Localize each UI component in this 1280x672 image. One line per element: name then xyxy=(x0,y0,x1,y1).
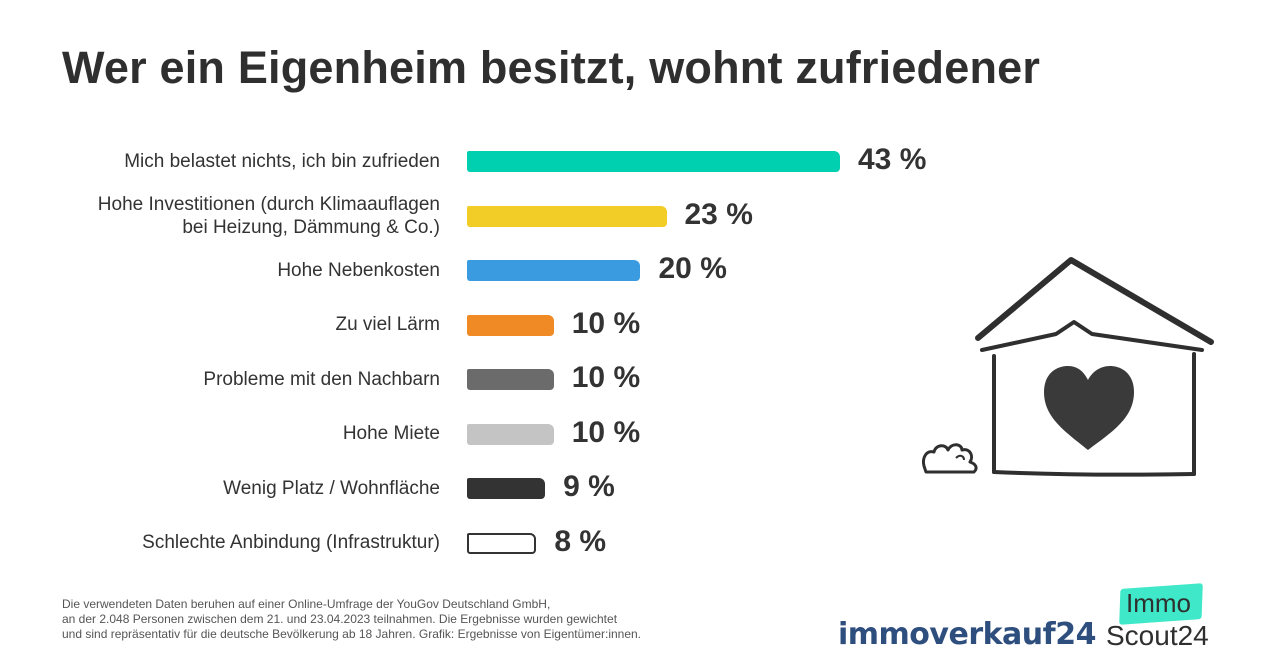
value-label: 43 % xyxy=(858,143,927,176)
page-title: Wer ein Eigenheim besitzt, wohnt zufried… xyxy=(62,42,1041,93)
immoscout24-logo: Immo Scout24 xyxy=(1102,583,1222,656)
footnote-line: an der 2.048 Personen zwischen dem 21. u… xyxy=(62,612,618,626)
category-label-line: Hohe Nebenkosten xyxy=(277,259,440,281)
category-label-line: bei Heizung, Dämmung & Co.) xyxy=(182,216,440,238)
immoverkauf24-logo: immoverkauf24 xyxy=(838,617,1096,652)
footnote: Die verwendeten Daten beruhen auf einer … xyxy=(62,597,782,642)
category-label-line: Zu viel Lärm xyxy=(335,314,440,335)
category-label: Hohe Investitionen (durch Klimaauflagen b… xyxy=(0,193,440,239)
footnote-line: und sind repräsentativ für die deutsche … xyxy=(62,627,642,641)
bar xyxy=(467,151,840,172)
bar xyxy=(467,369,554,390)
value-label: 8 % xyxy=(554,524,607,558)
category-label: Probleme mit den Nachbarn xyxy=(0,368,440,391)
value-label: 10 % xyxy=(571,306,641,340)
category-label: Hohe Miete xyxy=(0,422,440,445)
bar xyxy=(467,423,554,445)
category-label-line: Schlechte Anbindung (Infrastruktur) xyxy=(142,532,440,553)
bar xyxy=(467,260,641,281)
immo-text: Immo xyxy=(1126,588,1191,618)
value-label: 20 % xyxy=(658,252,727,285)
category-label: Mich belastet nichts, ich bin zufrieden xyxy=(0,150,440,173)
category-label: Hohe Nebenkosten xyxy=(0,259,440,282)
category-label: Wenig Platz / Wohnfläche xyxy=(0,477,440,500)
footnote-line: Die verwendeten Daten beruhen auf einer … xyxy=(62,597,551,611)
category-label-line: Hohe Investitionen (durch Klimaauflagen xyxy=(97,193,440,215)
category-label-line: Mich belastet nichts, ich bin zufrieden xyxy=(124,150,440,172)
category-label-line: Hohe Miete xyxy=(342,423,440,444)
value-label: 10 % xyxy=(571,361,641,394)
bar xyxy=(467,314,554,336)
bar xyxy=(467,205,667,227)
bar xyxy=(467,478,546,499)
bar xyxy=(467,532,537,554)
category-label-line: Probleme mit den Nachbarn xyxy=(203,368,440,390)
house-with-heart-icon xyxy=(922,257,1214,477)
value-label: 9 % xyxy=(563,470,615,503)
category-label-line: Wenig Platz / Wohnfläche xyxy=(223,477,440,499)
value-label: 23 % xyxy=(684,197,753,231)
category-label: Schlechte Anbindung (Infrastruktur) xyxy=(0,531,440,554)
value-label: 10 % xyxy=(571,415,641,449)
scout24-text: Scout24 xyxy=(1106,620,1209,651)
category-label: Zu viel Lärm xyxy=(0,313,440,336)
